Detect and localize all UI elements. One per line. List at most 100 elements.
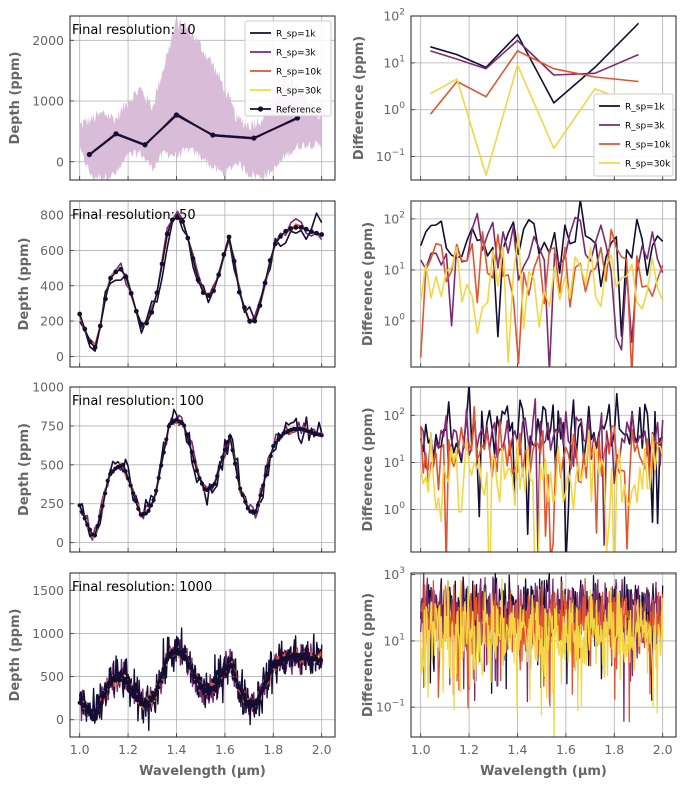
reference-point <box>139 321 144 327</box>
reference-point <box>123 469 128 474</box>
reference-point <box>95 710 100 715</box>
reference-point <box>189 449 194 455</box>
reference-point <box>288 226 294 231</box>
reference-point <box>113 269 119 275</box>
reference-point <box>97 514 103 519</box>
reference-point <box>109 681 114 686</box>
reference-point <box>127 679 132 684</box>
reference-point <box>262 280 268 286</box>
reference-point <box>184 656 189 661</box>
y-axis-label: Difference (ppm) <box>352 36 367 160</box>
reference-point <box>113 131 119 137</box>
data-envelope <box>79 17 322 180</box>
reference-point <box>256 698 261 703</box>
reference-point <box>133 308 139 314</box>
reference-point <box>217 464 222 469</box>
reference-point <box>195 277 201 283</box>
reference-point <box>82 516 87 521</box>
reference-point <box>105 478 110 483</box>
reference-point <box>253 509 258 514</box>
reference-point <box>125 476 131 481</box>
y-axis-label: Difference (ppm) <box>361 222 376 346</box>
resolution-annotation: Final resolution: 10 <box>72 23 196 38</box>
y-tick-label: 1000 <box>32 94 64 109</box>
x-tick-label: 2.0 <box>653 742 673 757</box>
reference-point <box>128 686 133 691</box>
reference-point <box>173 112 180 118</box>
reference-point <box>293 656 298 661</box>
reference-point <box>271 444 276 449</box>
series-line-r3k <box>78 210 323 346</box>
y-axis-label: Depth (ppm) <box>17 423 32 516</box>
reference-point <box>283 228 289 234</box>
reference-point <box>175 215 180 221</box>
reference-point <box>194 679 199 684</box>
axes-frame <box>69 386 336 553</box>
legend-label: R_sp=3k <box>625 122 665 132</box>
reference-point <box>226 234 232 240</box>
reference-point <box>190 669 195 674</box>
reference-point <box>267 258 273 263</box>
legend-label: R_sp=1k <box>625 103 665 113</box>
reference-point <box>265 677 270 682</box>
reference-point <box>118 266 124 272</box>
axes-frame <box>69 15 336 181</box>
reference-point <box>240 493 245 498</box>
reference-point <box>221 252 227 257</box>
reference-point <box>283 658 288 663</box>
reference-point <box>85 522 90 527</box>
series-line-r10k <box>419 406 664 552</box>
series-line-r3k <box>419 398 664 552</box>
reference-point <box>159 261 165 267</box>
reference-point <box>257 694 262 699</box>
reference-point <box>82 326 88 332</box>
reference-point <box>241 692 246 697</box>
x-tick-label: 1.4 <box>167 742 187 757</box>
reference-point <box>197 476 202 481</box>
reference-point <box>179 420 184 426</box>
legend-label: Reference <box>276 106 322 116</box>
y-tick-label: 400 <box>40 278 64 293</box>
reference-point <box>278 233 283 239</box>
reference-point <box>87 707 92 712</box>
panel-row4-right: 10−1 101 103 1.0 1.2 1.4 1.6 1.8 2.0 Difference (… <box>361 566 677 757</box>
reference-point <box>231 258 237 264</box>
y-tick-label: 500 <box>40 457 64 472</box>
reference-point <box>314 230 319 236</box>
reference-point <box>298 225 304 230</box>
y-axis-label: Difference (ppm) <box>361 593 376 717</box>
reference-point <box>98 704 103 709</box>
reference-point <box>103 491 108 496</box>
reference-point <box>182 653 187 658</box>
series-line-r1k <box>419 387 664 552</box>
reference-point <box>211 288 216 294</box>
reference-point <box>169 217 175 223</box>
y-tick-label: 1500 <box>32 583 64 598</box>
reference-point <box>266 671 271 676</box>
reference-point <box>319 232 325 237</box>
reference-point <box>210 132 216 138</box>
y-tick-label: 250 <box>40 496 64 511</box>
x-tick-label: 1.2 <box>459 742 479 757</box>
reference-point <box>231 670 236 675</box>
legend-label: R_sp=10k <box>625 141 671 151</box>
reference-point <box>78 697 83 702</box>
reference-point <box>142 142 148 148</box>
axes-frame <box>410 15 677 181</box>
reference-point <box>213 684 218 689</box>
y-axis-label: Depth (ppm) <box>8 609 23 702</box>
reference-point <box>252 318 258 324</box>
reference-point <box>260 685 265 690</box>
reference-point <box>314 656 319 661</box>
y-axis-label: Depth (ppm) <box>17 238 32 331</box>
reference-point <box>258 493 263 498</box>
reference-point <box>157 679 162 684</box>
reference-point <box>222 447 227 452</box>
reference-point <box>128 290 134 296</box>
resolution-annotation: Final resolution: 1000 <box>72 580 212 595</box>
reference-point <box>294 115 301 121</box>
legend-label: R_sp=30k <box>625 160 671 170</box>
reference-point <box>245 506 250 511</box>
legend-label: R_sp=30k <box>276 87 322 97</box>
reference-point <box>108 471 113 477</box>
